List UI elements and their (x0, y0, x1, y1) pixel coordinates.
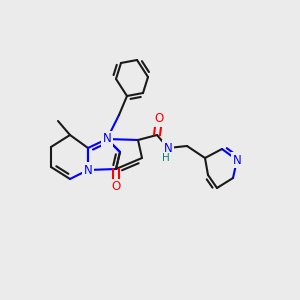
Text: N: N (84, 164, 92, 176)
Text: O: O (154, 112, 164, 125)
Text: H: H (162, 153, 170, 163)
Text: N: N (164, 142, 172, 154)
Text: N: N (103, 133, 111, 146)
Text: N: N (232, 154, 242, 166)
Text: O: O (111, 181, 121, 194)
